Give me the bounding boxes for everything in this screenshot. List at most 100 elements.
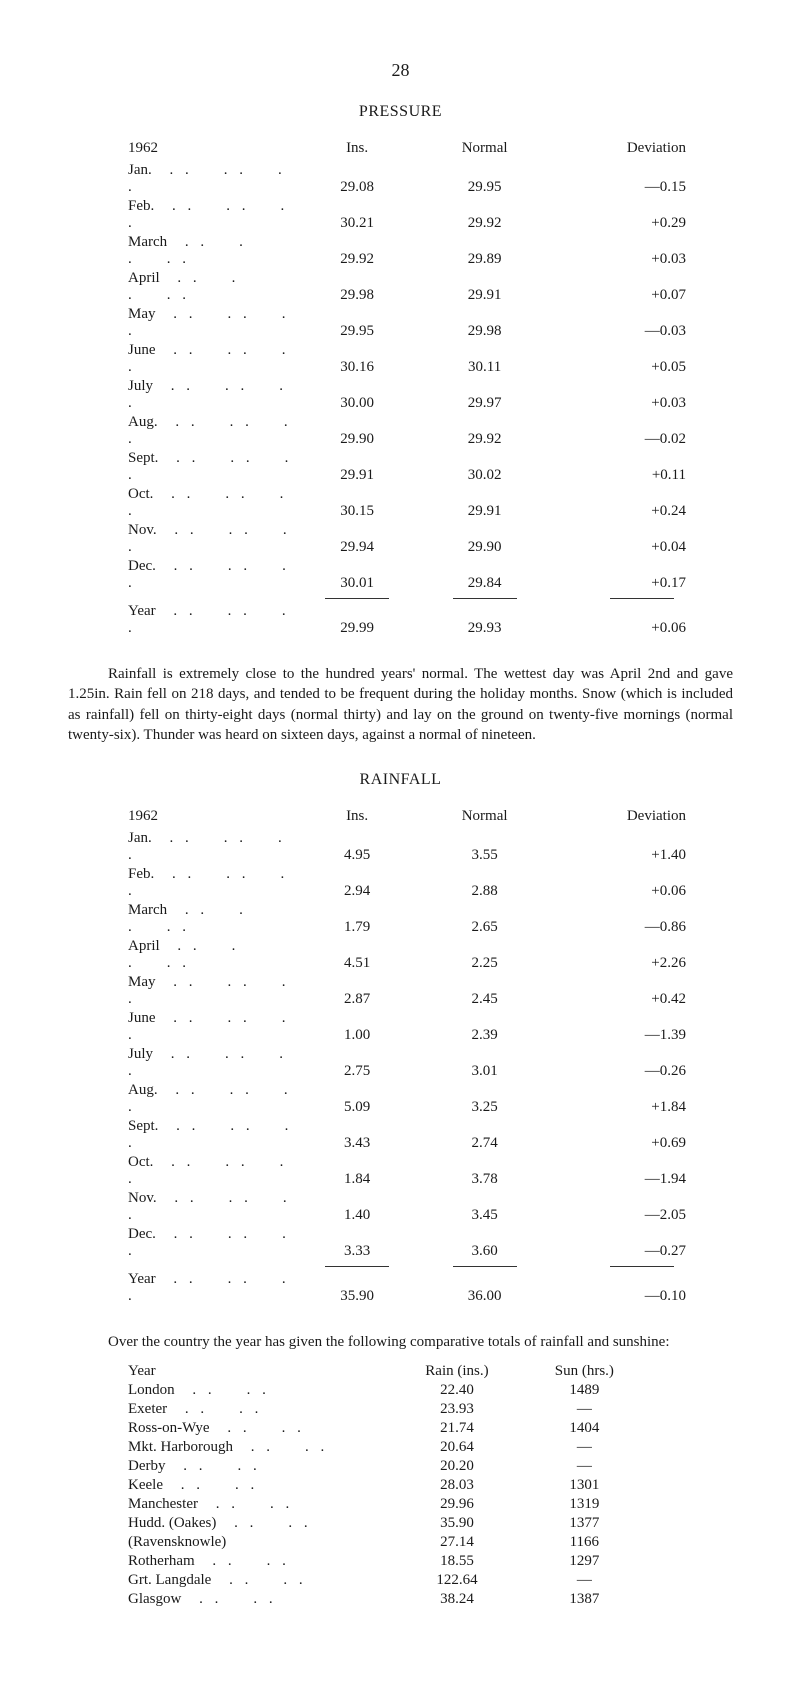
cell-ins: 30.00 — [293, 377, 421, 413]
location-label: Keele — [128, 1477, 163, 1493]
year-dev: +0.06 — [548, 602, 698, 638]
table-row: March . . . . . .29.9229.89+0.03 — [128, 233, 698, 269]
cell-rain: 22.40 — [393, 1381, 520, 1400]
cell-norm: 2.25 — [421, 937, 549, 973]
cell-dev: —2.05 — [548, 1189, 698, 1225]
leader-dots: . . . . — [166, 1458, 261, 1474]
cell-dev: +2.26 — [548, 937, 698, 973]
month-label: Jan. — [128, 162, 152, 178]
rule-row — [128, 593, 698, 602]
cell-norm: 2.45 — [421, 973, 549, 1009]
header-normal: Normal — [421, 139, 549, 161]
location-label: Manchester — [128, 1496, 198, 1512]
cell-norm: 3.25 — [421, 1081, 549, 1117]
cell-rain: 20.64 — [393, 1438, 520, 1457]
cell-sun: — — [521, 1571, 648, 1590]
cell-ins: 30.01 — [293, 557, 421, 593]
table-row: Jan. . . . . . .4.953.55+1.40 — [128, 829, 698, 865]
header-year: 1962 — [128, 807, 293, 829]
month-label: July — [128, 1046, 153, 1062]
table-row: June . . . . . .30.1630.11+0.05 — [128, 341, 698, 377]
table-row: July . . . . . .2.753.01—0.26 — [128, 1045, 698, 1081]
cell-norm: 3.60 — [421, 1225, 549, 1261]
table-row: Derby . . . .20.20— — [128, 1457, 648, 1476]
location-label: Derby — [128, 1458, 166, 1474]
cell-ins: 29.91 — [293, 449, 421, 485]
leader-dots: . . . . — [175, 1382, 270, 1398]
table-row: Aug. . . . . . .29.9029.92—0.02 — [128, 413, 698, 449]
table-row: Glasgow . . . .38.241387 — [128, 1590, 648, 1609]
cell-ins: 2.94 — [293, 865, 421, 901]
month-label: Sept. — [128, 450, 158, 466]
comparative-intro: Over the country the year has given the … — [68, 1332, 733, 1352]
cell-dev: +0.24 — [548, 485, 698, 521]
month-label: March — [128, 902, 167, 918]
table-row: Nov. . . . . . .29.9429.90+0.04 — [128, 521, 698, 557]
header-deviation: Deviation — [548, 807, 698, 829]
table-row: London . . . . 22.401489 — [128, 1381, 648, 1400]
cell-rain: 21.74 — [393, 1419, 520, 1438]
table-row: Exeter . . . .23.93— — [128, 1400, 648, 1419]
table-row: Dec. . . . . . .30.0129.84+0.17 — [128, 557, 698, 593]
table-row: May . . . . . .29.9529.98—0.03 — [128, 305, 698, 341]
table-row: Nov. . . . . . .1.403.45—2.05 — [128, 1189, 698, 1225]
cell-norm: 3.78 — [421, 1153, 549, 1189]
cell-dev: +0.07 — [548, 269, 698, 305]
leader-dots: . . . . — [211, 1572, 306, 1588]
rule-row — [128, 1261, 698, 1270]
month-label: Oct. — [128, 486, 153, 502]
cell-norm: 29.97 — [421, 377, 549, 413]
table-row: April . . . . . .4.512.25+2.26 — [128, 937, 698, 973]
table-row: Feb. . . . . . .30.2129.92+0.29 — [128, 197, 698, 233]
table-row: (Ravensknowle)27.141166 — [128, 1533, 648, 1552]
cell-norm: 29.92 — [421, 197, 549, 233]
table-row: Aug. . . . . . .5.093.25+1.84 — [128, 1081, 698, 1117]
cell-sun: 1489 — [521, 1381, 648, 1400]
month-label: Aug. — [128, 1082, 158, 1098]
table-row: Sept. . . . . . .3.432.74+0.69 — [128, 1117, 698, 1153]
cell-ins: 5.09 — [293, 1081, 421, 1117]
table-row: July . . . . . .30.0029.97+0.03 — [128, 377, 698, 413]
cell-norm: 29.90 — [421, 521, 549, 557]
month-label: Feb. — [128, 866, 154, 882]
location-label: London — [128, 1382, 175, 1398]
cell-dev: +1.84 — [548, 1081, 698, 1117]
rainfall-year-row: Year . . . . . . 35.90 36.00 —0.10 — [128, 1270, 698, 1306]
rainfall-table: 1962 Ins. Normal Deviation Jan. . . . . … — [128, 807, 698, 1306]
year-ins: 35.90 — [293, 1270, 421, 1306]
header-ins: Ins. — [293, 139, 421, 161]
table-header-row: Year Rain (ins.) Sun (hrs.) — [128, 1362, 648, 1381]
table-row: Grt. Langdale . . . .122.64— — [128, 1571, 648, 1590]
cell-ins: 30.21 — [293, 197, 421, 233]
location-label: Rotherham — [128, 1553, 195, 1569]
cell-dev: +0.42 — [548, 973, 698, 1009]
cell-dev: —0.15 — [548, 161, 698, 197]
cell-norm: 2.74 — [421, 1117, 549, 1153]
table-header-row: 1962 Ins. Normal Deviation — [128, 807, 698, 829]
table-row: April . . . . . .29.9829.91+0.07 — [128, 269, 698, 305]
cell-sun: — — [521, 1457, 648, 1476]
month-label: Nov. — [128, 1190, 157, 1206]
rainfall-paragraph: Rainfall is extremely close to the hundr… — [68, 664, 733, 745]
cell-ins: 1.79 — [293, 901, 421, 937]
leader-dots: . . . . — [163, 1477, 258, 1493]
cell-norm: 29.92 — [421, 413, 549, 449]
table-row: Sept. . . . . . .29.9130.02+0.11 — [128, 449, 698, 485]
leader-dots: . . . . — [216, 1515, 311, 1531]
cell-dev: —0.26 — [548, 1045, 698, 1081]
leader-dots: . . . . — [181, 1591, 276, 1607]
cell-ins: 2.75 — [293, 1045, 421, 1081]
table-row: June . . . . . .1.002.39—1.39 — [128, 1009, 698, 1045]
table-row: March . . . . . .1.792.65—0.86 — [128, 901, 698, 937]
cell-sun: 1404 — [521, 1419, 648, 1438]
cell-norm: 2.88 — [421, 865, 549, 901]
table-row: Hudd. (Oakes) . . . .35.901377 — [128, 1514, 648, 1533]
cell-ins: 4.51 — [293, 937, 421, 973]
leader-dots: . . . . — [233, 1439, 328, 1455]
table-row: Manchester . . . .29.961319 — [128, 1495, 648, 1514]
table-row: Feb. . . . . . .2.942.88+0.06 — [128, 865, 698, 901]
cell-sun: — — [521, 1400, 648, 1419]
month-label: Jan. — [128, 830, 152, 846]
cell-ins: 1.00 — [293, 1009, 421, 1045]
table-row: Ross-on-Wye . . . .21.741404 — [128, 1419, 648, 1438]
